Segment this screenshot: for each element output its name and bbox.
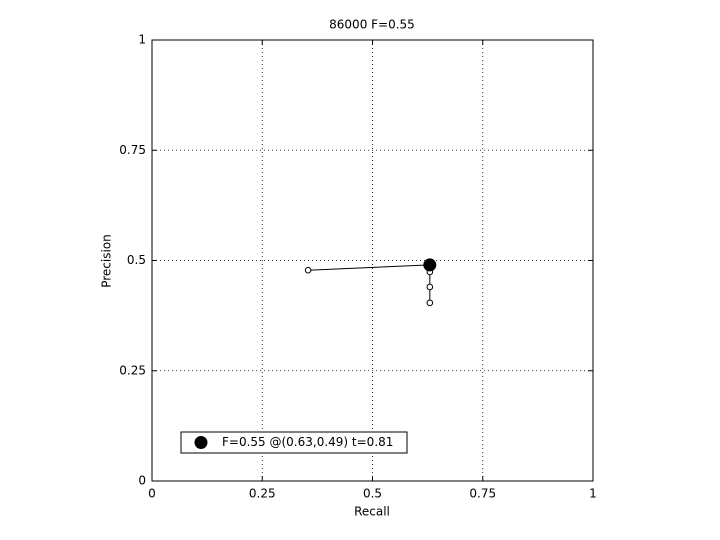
y-tick-label: 0.5	[127, 253, 146, 267]
legend-label: F=0.55 @(0.63,0.49) t=0.81	[222, 435, 393, 449]
x-axis-label: Recall	[354, 505, 390, 519]
legend-box	[180, 431, 408, 454]
x-tick-label: 0.25	[249, 487, 276, 501]
x-tick-label: 0.5	[363, 487, 382, 501]
x-tick-label: 1	[589, 487, 597, 501]
y-tick-label: 1	[138, 33, 146, 47]
chart-title: 86000 F=0.55	[329, 18, 415, 32]
y-tick-label: 0	[138, 474, 146, 488]
axes-box	[151, 39, 594, 482]
legend-marker	[194, 436, 208, 449]
point	[423, 258, 437, 272]
y-tick-label: 0.25	[119, 363, 146, 377]
x-tick-label: 0	[148, 487, 156, 501]
y-tick-label: 0.75	[119, 143, 146, 157]
point	[426, 299, 434, 307]
y-axis-label: Precision	[100, 234, 114, 288]
x-tick-label: 0.75	[469, 487, 496, 501]
point	[304, 266, 312, 274]
point	[426, 283, 434, 291]
